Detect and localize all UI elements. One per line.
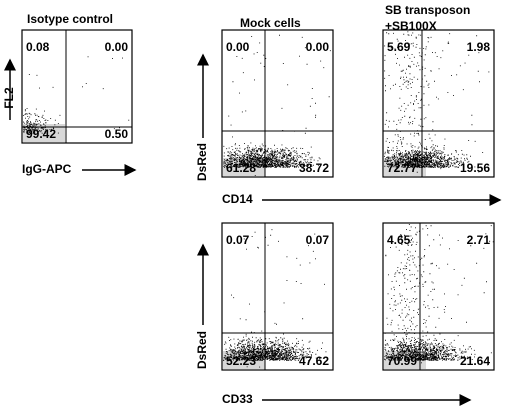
quadrant-value: 0.50 (105, 127, 129, 141)
quadrant-value: 21.64 (460, 354, 490, 368)
plot-frame (221, 29, 334, 178)
quadrant-value: 0.07 (226, 233, 250, 247)
quadrant-value: 0.00 (105, 40, 129, 54)
plot-frame (382, 29, 495, 178)
events (384, 31, 490, 173)
axis-label: FL2 (2, 87, 16, 109)
axis-label: CD14 (222, 192, 253, 206)
quadrant-value: 99.42 (26, 127, 56, 141)
axis-label: CD33 (222, 392, 253, 406)
events (384, 224, 494, 366)
quadrant-value: 4.65 (387, 233, 411, 247)
plot-frame (221, 222, 334, 371)
quadrant-value: 5.69 (387, 40, 411, 54)
axis-label: IgG-APC (22, 162, 72, 176)
quadrant-value: 72.77 (387, 161, 417, 175)
quadrant-value: 19.56 (460, 161, 490, 175)
quadrant-value: 52.23 (226, 354, 256, 368)
quadrant-value: 70.99 (387, 354, 417, 368)
quadrant-value: 0.00 (226, 40, 250, 54)
quadrant-value: 2.71 (467, 233, 491, 247)
quadrant-value: 1.98 (467, 40, 491, 54)
plot-frame (21, 29, 133, 144)
quadrant-value: 61.28 (226, 161, 256, 175)
label-shade (23, 124, 65, 142)
axis-label: DsRed (195, 143, 209, 181)
column-title: SB transposon (385, 3, 470, 17)
plot-frame (382, 222, 495, 371)
events (223, 229, 327, 368)
column-title: Mock cells (240, 16, 301, 30)
axis-label: DsRed (195, 331, 209, 369)
events (223, 34, 331, 176)
quadrant-value: 0.00 (306, 40, 330, 54)
events (23, 56, 130, 134)
quadrant-value: 47.62 (299, 354, 329, 368)
quadrant-value: 0.08 (26, 40, 50, 54)
column-title: +SB100X (385, 19, 437, 33)
column-title: Isotype control (27, 12, 113, 26)
quadrant-value: 0.07 (306, 233, 330, 247)
quadrant-value: 38.72 (299, 161, 329, 175)
